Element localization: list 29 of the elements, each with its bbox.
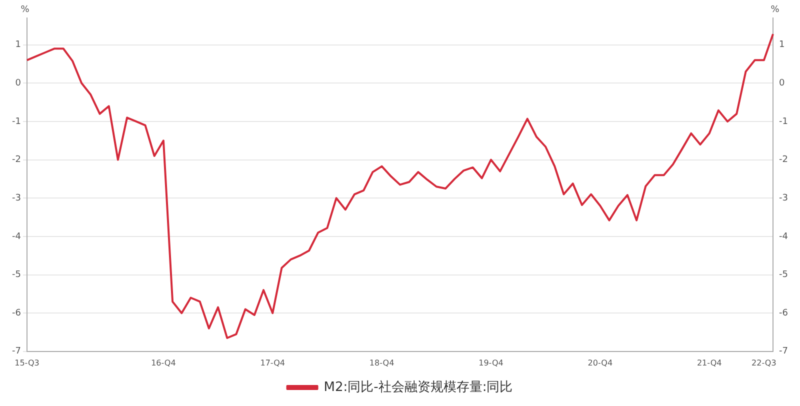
- y-tick-label: -6: [12, 308, 22, 318]
- x-tick-label: 15-Q3: [14, 358, 40, 368]
- legend-label: M2:同比-社会融资规模存量:同比: [324, 380, 513, 395]
- y2-tick-label: -1: [779, 116, 788, 127]
- y2-tick-label: -3: [779, 193, 788, 204]
- y2-axis-title: %: [770, 4, 780, 15]
- y-tick-label: -3: [12, 193, 21, 204]
- y2-tick-label: -6: [779, 308, 788, 318]
- y-tick-label: 1: [15, 40, 21, 50]
- y-tick-label: -2: [12, 155, 21, 166]
- y-tick-label: -1: [12, 116, 21, 127]
- x-tick-label: 20-Q4: [588, 358, 613, 368]
- y2-tick-label: -7: [779, 346, 788, 357]
- y2-tick-label: 0: [779, 78, 786, 88]
- y2-tick-label: 1: [779, 40, 785, 50]
- x-tick-label: 19-Q4: [478, 358, 504, 368]
- y-tick-label: -7: [12, 346, 21, 357]
- y-axis-title: %: [20, 4, 30, 15]
- y-tick-label: 0: [15, 78, 22, 88]
- y2-tick-label: -5: [779, 270, 788, 280]
- x-tick-label: 16-Q4: [151, 358, 176, 368]
- y-tick-label: -5: [12, 270, 21, 280]
- y2-tick-label: -4: [779, 232, 788, 242]
- x-tick-label: 22-Q3: [752, 358, 776, 368]
- x-tick-label: 21-Q4: [696, 358, 722, 368]
- y-tick-label: -4: [12, 232, 22, 242]
- x-tick-label: 18-Q4: [369, 358, 394, 368]
- x-tick-label: 17-Q4: [260, 358, 285, 368]
- y2-tick-label: -2: [779, 155, 788, 166]
